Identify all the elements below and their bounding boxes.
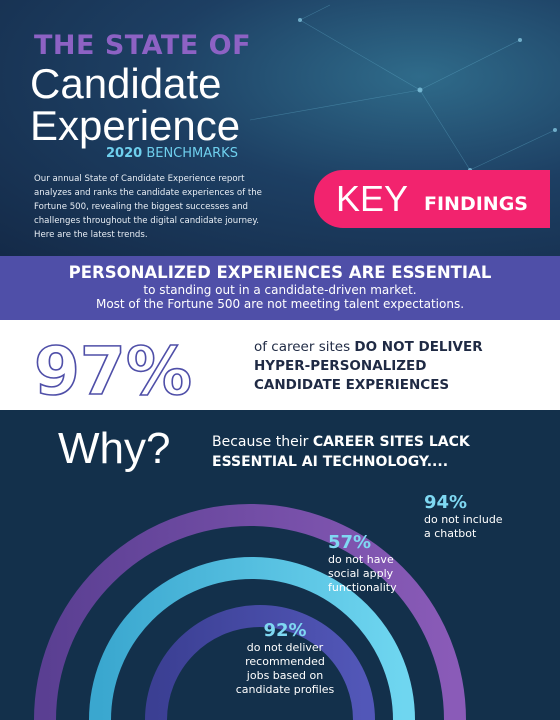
finding: 92% do not deliver recommended jobs based o… [232, 620, 338, 697]
finding-value: 57% [328, 532, 372, 553]
intro: Our annual State of Candidate Experience… [34, 174, 262, 240]
stat-emphasis: CANDIDATE EXPERIENCES [254, 377, 450, 393]
stat-section: 97% of career sites DO NOT DELIVER HYPER… [0, 320, 560, 410]
benchmarks: 2020 BENCHMARKS [106, 146, 238, 161]
stat-text: of career sites DO NOT DELIVER HYPER-PER… [254, 338, 483, 395]
why-heading: Why? [58, 424, 171, 473]
why-lead: Because their [212, 434, 309, 450]
arc [34, 504, 466, 720]
banner-line: to standing out in a candidate-driven ma… [143, 283, 417, 297]
arc [89, 557, 415, 720]
finding-text: social apply [328, 567, 394, 580]
benchmark-label: BENCHMARKS [146, 146, 238, 161]
finding-text: functionality [328, 581, 397, 594]
banner-line: Most of the Fortune 500 are not meeting … [95, 297, 465, 311]
why-emphasis: CAREER SITES LACK [312, 434, 470, 450]
finding-text: jobs based on [246, 669, 324, 682]
finding: 94% do not include a chatbot [424, 492, 554, 541]
finding-text: candidate profiles [235, 683, 335, 696]
header: THE STATE OF Candidate Experience 2020 B… [0, 0, 560, 256]
finding-value: 94% [424, 492, 468, 513]
arcs [34, 504, 466, 720]
why-text: Because their CAREER SITES LACK ESSENTIA… [212, 432, 470, 472]
why-section: Why? Because their CAREER SITES LACK ESS… [0, 410, 560, 720]
arc [145, 605, 375, 720]
stat-value-graphic: 97% [33, 332, 193, 406]
finding-text: recommended [245, 655, 325, 668]
findings: FINDINGS [424, 193, 528, 215]
stat-lead: of career sites [254, 339, 351, 355]
finding-text: do not deliver [246, 641, 324, 654]
stat-emphasis: HYPER-PERSONALIZED [254, 358, 427, 374]
banner-heading: PERSONALIZED EXPERIENCES ARE ESSENTIAL [68, 263, 492, 282]
key: KEY [336, 178, 409, 219]
finding-text: do not include [424, 513, 503, 526]
title-line: Experience [30, 102, 241, 149]
stat-value: 97% [34, 333, 192, 406]
why-emphasis: ESSENTIAL AI TECHNOLOGY.... [212, 454, 449, 470]
benchmark-year: 2020 [106, 146, 143, 161]
key-findings-badge: KEY FINDINGS [314, 170, 550, 228]
stat-emphasis: DO NOT DELIVER [354, 339, 483, 355]
finding-value: 92% [263, 620, 307, 641]
finding: 57% do not have social apply functionality [328, 532, 458, 595]
title-line: Candidate [30, 60, 222, 107]
finding-text: a chatbot [424, 527, 477, 540]
finding-text: do not have [328, 553, 394, 566]
banner: PERSONALIZED EXPERIENCES ARE ESSENTIAL t… [0, 256, 560, 320]
title-top: THE STATE OF [34, 30, 252, 61]
